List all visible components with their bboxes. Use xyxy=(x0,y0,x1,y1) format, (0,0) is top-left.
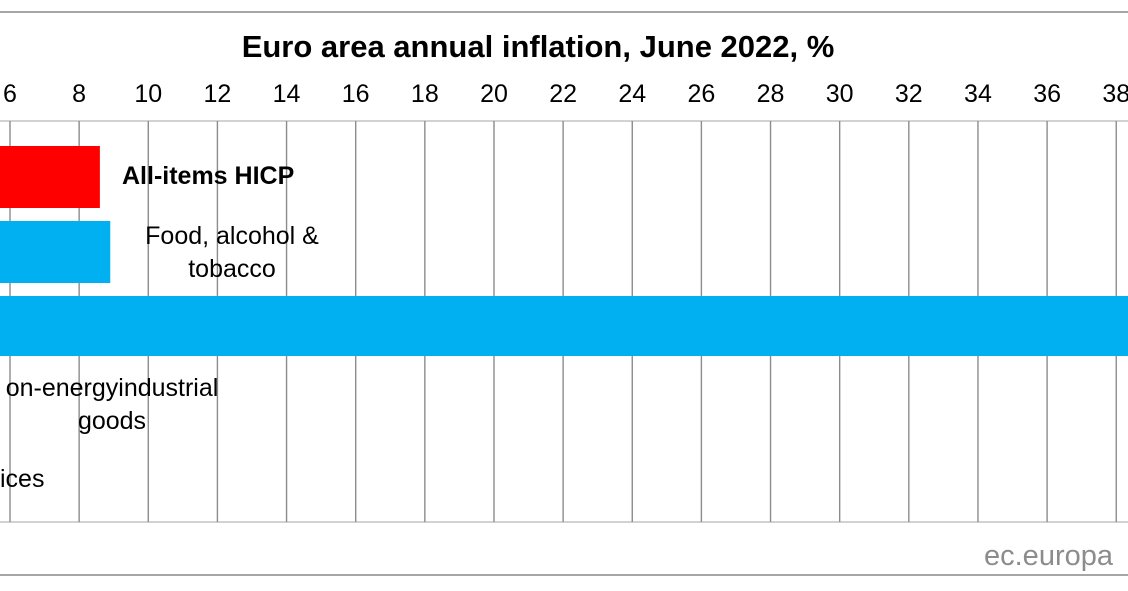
category-label-1-line-1: tobacco xyxy=(188,255,276,283)
x-tick-label-6: 6 xyxy=(3,80,17,108)
category-label-0-line-0: All-items HICP xyxy=(122,162,294,190)
x-tick-label-18: 18 xyxy=(411,80,439,108)
category-label-1-line-0: Food, alcohol & xyxy=(145,222,319,250)
x-tick-label-24: 24 xyxy=(618,80,646,108)
category-label-3-line-1: goods xyxy=(78,407,146,435)
x-tick-label-30: 30 xyxy=(826,80,854,108)
bar-1 xyxy=(0,221,111,283)
x-tick-label-22: 22 xyxy=(549,80,577,108)
x-tick-label-10: 10 xyxy=(134,80,162,108)
category-label-3-line-0: on-energyindustrial xyxy=(6,374,219,402)
bar-2 xyxy=(0,296,1128,356)
category-label-4-line-0: ices xyxy=(0,465,44,493)
source-label: ec.europa xyxy=(984,540,1114,572)
x-tick-label-14: 14 xyxy=(273,80,301,108)
x-tick-label-26: 26 xyxy=(687,80,715,108)
x-tick-label-38: 38 xyxy=(1102,80,1128,108)
x-tick-label-28: 28 xyxy=(757,80,785,108)
x-tick-label-16: 16 xyxy=(342,80,370,108)
x-tick-label-8: 8 xyxy=(72,80,86,108)
x-tick-label-34: 34 xyxy=(964,80,992,108)
bars xyxy=(0,146,1128,356)
chart-title: Euro area annual inflation, June 2022, % xyxy=(242,29,835,64)
bar-0 xyxy=(0,146,100,208)
x-tick-label-32: 32 xyxy=(895,80,923,108)
x-tick-label-20: 20 xyxy=(480,80,508,108)
x-tick-label-36: 36 xyxy=(1033,80,1061,108)
x-tick-labels: 6 8 10 12 14 16 18 20 22 24 26 28 30 32 34 36 38 xyxy=(3,80,1128,108)
category-labels: All-items HICP Food, alcohol & tobacco on-e… xyxy=(0,162,319,493)
x-tick-label-12: 12 xyxy=(204,80,232,108)
